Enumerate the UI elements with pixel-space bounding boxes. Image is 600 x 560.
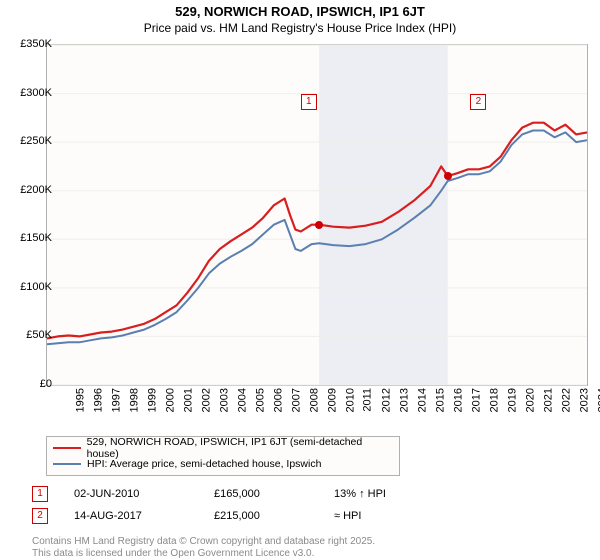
x-tick-label: 2023: [578, 388, 590, 412]
x-tick-label: 1996: [92, 388, 104, 412]
y-tick-label: £350K: [2, 38, 52, 50]
x-tick-label: 2006: [272, 388, 284, 412]
y-tick-label: £50K: [2, 329, 52, 341]
x-tick-label: 2020: [524, 388, 536, 412]
x-tick-label: 1998: [128, 388, 140, 412]
y-tick-label: £200K: [2, 184, 52, 196]
y-tick-label: £250K: [2, 135, 52, 147]
legend-label: HPI: Average price, semi-detached house,…: [87, 458, 321, 470]
x-tick-label: 2004: [236, 388, 248, 412]
sale-delta: ≈ HPI: [334, 510, 454, 522]
sale-marker-dot: [315, 221, 323, 229]
x-tick-label: 2019: [506, 388, 518, 412]
x-tick-label: 2017: [470, 388, 482, 412]
x-tick-label: 2021: [542, 388, 554, 412]
y-tick-label: £0: [2, 378, 52, 390]
sale-price: £215,000: [214, 510, 334, 522]
sale-date: 14-AUG-2017: [74, 510, 214, 522]
y-tick-label: £300K: [2, 87, 52, 99]
sale-price: £165,000: [214, 488, 334, 500]
footer: Contains HM Land Registry data © Crown c…: [32, 536, 375, 560]
x-tick-label: 2010: [344, 388, 356, 412]
sale-row: 1 02-JUN-2010£165,00013% ↑ HPI: [32, 486, 454, 502]
x-tick-label: 2013: [398, 388, 410, 412]
x-tick-label: 2022: [560, 388, 572, 412]
sale-marker-badge: 2: [32, 508, 48, 524]
chart-title-line1: 529, NORWICH ROAD, IPSWICH, IP1 6JT: [0, 4, 600, 19]
x-tick-label: 2003: [218, 388, 230, 412]
x-tick-label: 2007: [290, 388, 302, 412]
x-tick-label: 2011: [362, 388, 374, 412]
sale-marker-label: 2: [470, 94, 486, 110]
x-tick-label: 2008: [308, 388, 320, 412]
x-tick-label: 2009: [326, 388, 338, 412]
x-tick-label: 2012: [380, 388, 392, 412]
x-tick-label: 1995: [74, 388, 86, 412]
x-tick-label: 2001: [182, 388, 194, 412]
y-tick-label: £100K: [2, 281, 52, 293]
x-tick-label: 2016: [452, 388, 464, 412]
sale-marker-dot: [444, 172, 452, 180]
legend-label: 529, NORWICH ROAD, IPSWICH, IP1 6JT (sem…: [87, 436, 393, 460]
sale-row: 2 14-AUG-2017£215,000≈ HPI: [32, 508, 454, 524]
footer-line2: This data is licensed under the Open Gov…: [32, 548, 375, 560]
legend-swatch: [53, 447, 81, 449]
sale-marker-label: 1: [301, 94, 317, 110]
x-tick-label: 2005: [254, 388, 266, 412]
chart-svg: [47, 45, 587, 385]
sale-date: 02-JUN-2010: [74, 488, 214, 500]
x-tick-label: 1999: [146, 388, 158, 412]
legend: 529, NORWICH ROAD, IPSWICH, IP1 6JT (sem…: [46, 436, 400, 476]
footer-line1: Contains HM Land Registry data © Crown c…: [32, 536, 375, 548]
plot-area: 12: [46, 44, 588, 386]
x-tick-label: 2018: [488, 388, 500, 412]
x-tick-label: 2000: [164, 388, 176, 412]
sale-marker-badge: 1: [32, 486, 48, 502]
x-tick-label: 2014: [416, 388, 428, 412]
x-tick-label: 2002: [200, 388, 212, 412]
legend-item: 529, NORWICH ROAD, IPSWICH, IP1 6JT (sem…: [53, 440, 393, 456]
x-tick-label: 1997: [110, 388, 122, 412]
sale-delta: 13% ↑ HPI: [334, 488, 454, 500]
y-tick-label: £150K: [2, 232, 52, 244]
x-tick-label: 2015: [434, 388, 446, 412]
x-tick-label: 2024: [596, 388, 600, 412]
chart-title-line2: Price paid vs. HM Land Registry's House …: [0, 21, 600, 35]
legend-swatch: [53, 463, 81, 465]
